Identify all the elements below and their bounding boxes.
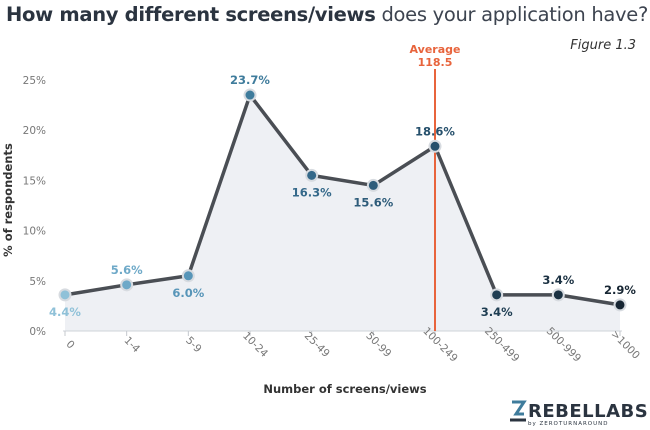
y-axis-title: % of respondents xyxy=(1,143,15,257)
logo-main-text: REBELLABS xyxy=(528,401,648,422)
logo-sub-text: by ZEROTURNAROUND xyxy=(528,421,609,427)
series-line xyxy=(64,93,621,307)
data-point xyxy=(490,288,504,302)
y-tick-label: 25% xyxy=(23,75,46,87)
data-point xyxy=(613,298,627,312)
x-tick-label: >1000 xyxy=(608,328,642,362)
y-tick-label: 20% xyxy=(23,125,46,137)
y-tick-label: 10% xyxy=(23,226,46,238)
y-tick-label: 5% xyxy=(29,276,46,288)
area-fill xyxy=(65,95,620,331)
data-point xyxy=(551,288,565,302)
data-point xyxy=(58,288,72,302)
data-point xyxy=(428,139,442,153)
data-label: 23.7% xyxy=(230,73,270,87)
x-tick-label: 25-49 xyxy=(302,330,332,360)
x-tick-label: 5-9 xyxy=(183,335,204,356)
data-label: 6.0% xyxy=(172,286,204,300)
data-label: 16.3% xyxy=(292,185,332,199)
x-tick-label: 50-99 xyxy=(363,330,393,360)
rebellabs-logo: REBELLABS by ZEROTURNAROUND xyxy=(510,400,648,427)
data-label: 5.6% xyxy=(111,263,143,277)
chart-title: How many different screens/views does yo… xyxy=(6,3,648,26)
average-label: Average xyxy=(410,43,461,56)
data-label: 3.4% xyxy=(481,305,513,319)
y-tick-label: 0% xyxy=(29,326,46,338)
data-point xyxy=(243,88,257,102)
x-axis-title: Number of screens/views xyxy=(263,382,426,396)
data-label: 15.6% xyxy=(353,195,393,209)
data-label: 18.6% xyxy=(415,124,455,138)
rebellabs-logo-mark xyxy=(510,400,527,422)
x-tick-label: 0 xyxy=(64,338,77,351)
data-point xyxy=(120,278,134,292)
x-tick-label: 10-24 xyxy=(240,330,270,360)
average-value: 118.5 xyxy=(418,56,453,69)
data-label: 3.4% xyxy=(542,273,574,287)
data-label: 4.4% xyxy=(49,305,81,319)
x-tick-label: 1-4 xyxy=(121,335,142,356)
chart-title-strong: How many different screens/views xyxy=(6,3,376,26)
y-tick-label: 15% xyxy=(23,175,46,187)
data-point xyxy=(181,269,195,283)
data-label: 2.9% xyxy=(604,283,636,297)
chart-title-light: does your application have? xyxy=(381,3,649,26)
data-point xyxy=(305,168,319,182)
data-point xyxy=(366,178,380,192)
figure-label: Figure 1.3 xyxy=(570,38,636,53)
